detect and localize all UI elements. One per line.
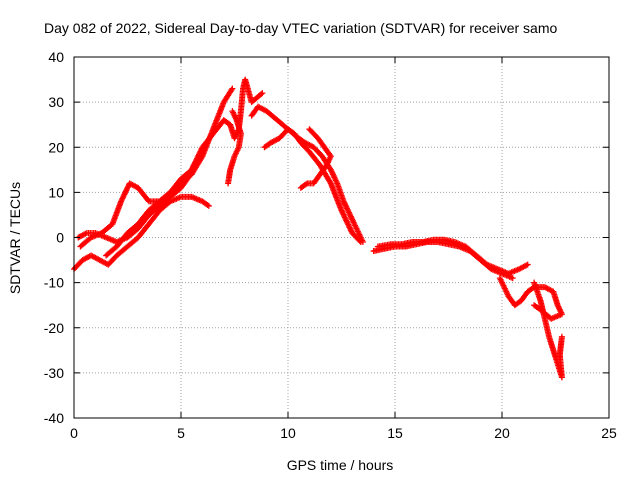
data-point [204,202,211,209]
y-tick-label: -30 [44,365,64,381]
y-tick-label: 0 [56,230,64,246]
data-marks [71,76,565,381]
x-tick-label: 25 [601,425,617,441]
data-point [205,202,212,209]
series-arc-12 [531,279,565,381]
series-arc-10 [374,236,531,277]
series-arc-2 [77,85,236,250]
data-point [258,91,265,98]
chart-title: Day 082 of 2022, Sidereal Day-to-day VTE… [44,20,557,36]
series-arc-3 [103,76,266,259]
data-point [558,333,565,340]
data-point [359,239,366,246]
data-point [302,181,309,188]
y-tick-label: 30 [48,94,64,110]
grid [74,57,609,418]
x-tick-label: 5 [177,425,185,441]
data-point [259,90,266,97]
x-tick-label: 0 [70,425,78,441]
data-point [524,261,531,268]
data-point [509,275,516,282]
y-tick-label: 40 [48,49,64,65]
x-tick-label: 20 [494,425,510,441]
data-point [307,127,314,134]
data-point [532,303,539,310]
y-tick-label: -40 [44,410,64,426]
series-arc-4 [75,148,206,246]
y-tick-label: -20 [44,320,64,336]
series-arc-8 [297,126,334,191]
series-arc-5 [225,108,244,187]
x-axis-label: GPS time / hours [287,457,394,473]
y-axis-label: SDTVAR / TECUs [7,182,23,294]
y-tick-label: 10 [48,184,64,200]
axis-ticks: 0 5 10 15 20 25 -40 -30 -20 -10 0 10 20 30 40 [44,49,617,441]
data-point [229,108,236,115]
series-arc-11 [496,275,565,322]
y-tick-label: 20 [48,139,64,155]
x-tick-label: 15 [387,425,403,441]
data-point [199,148,206,155]
data-point [306,126,313,133]
data-point [229,85,236,92]
series-arc-1 [71,193,212,273]
data-point [531,302,538,309]
series-arc-6 [248,103,364,246]
x-tick-label: 10 [280,425,296,441]
y-tick-label: -10 [44,275,64,291]
